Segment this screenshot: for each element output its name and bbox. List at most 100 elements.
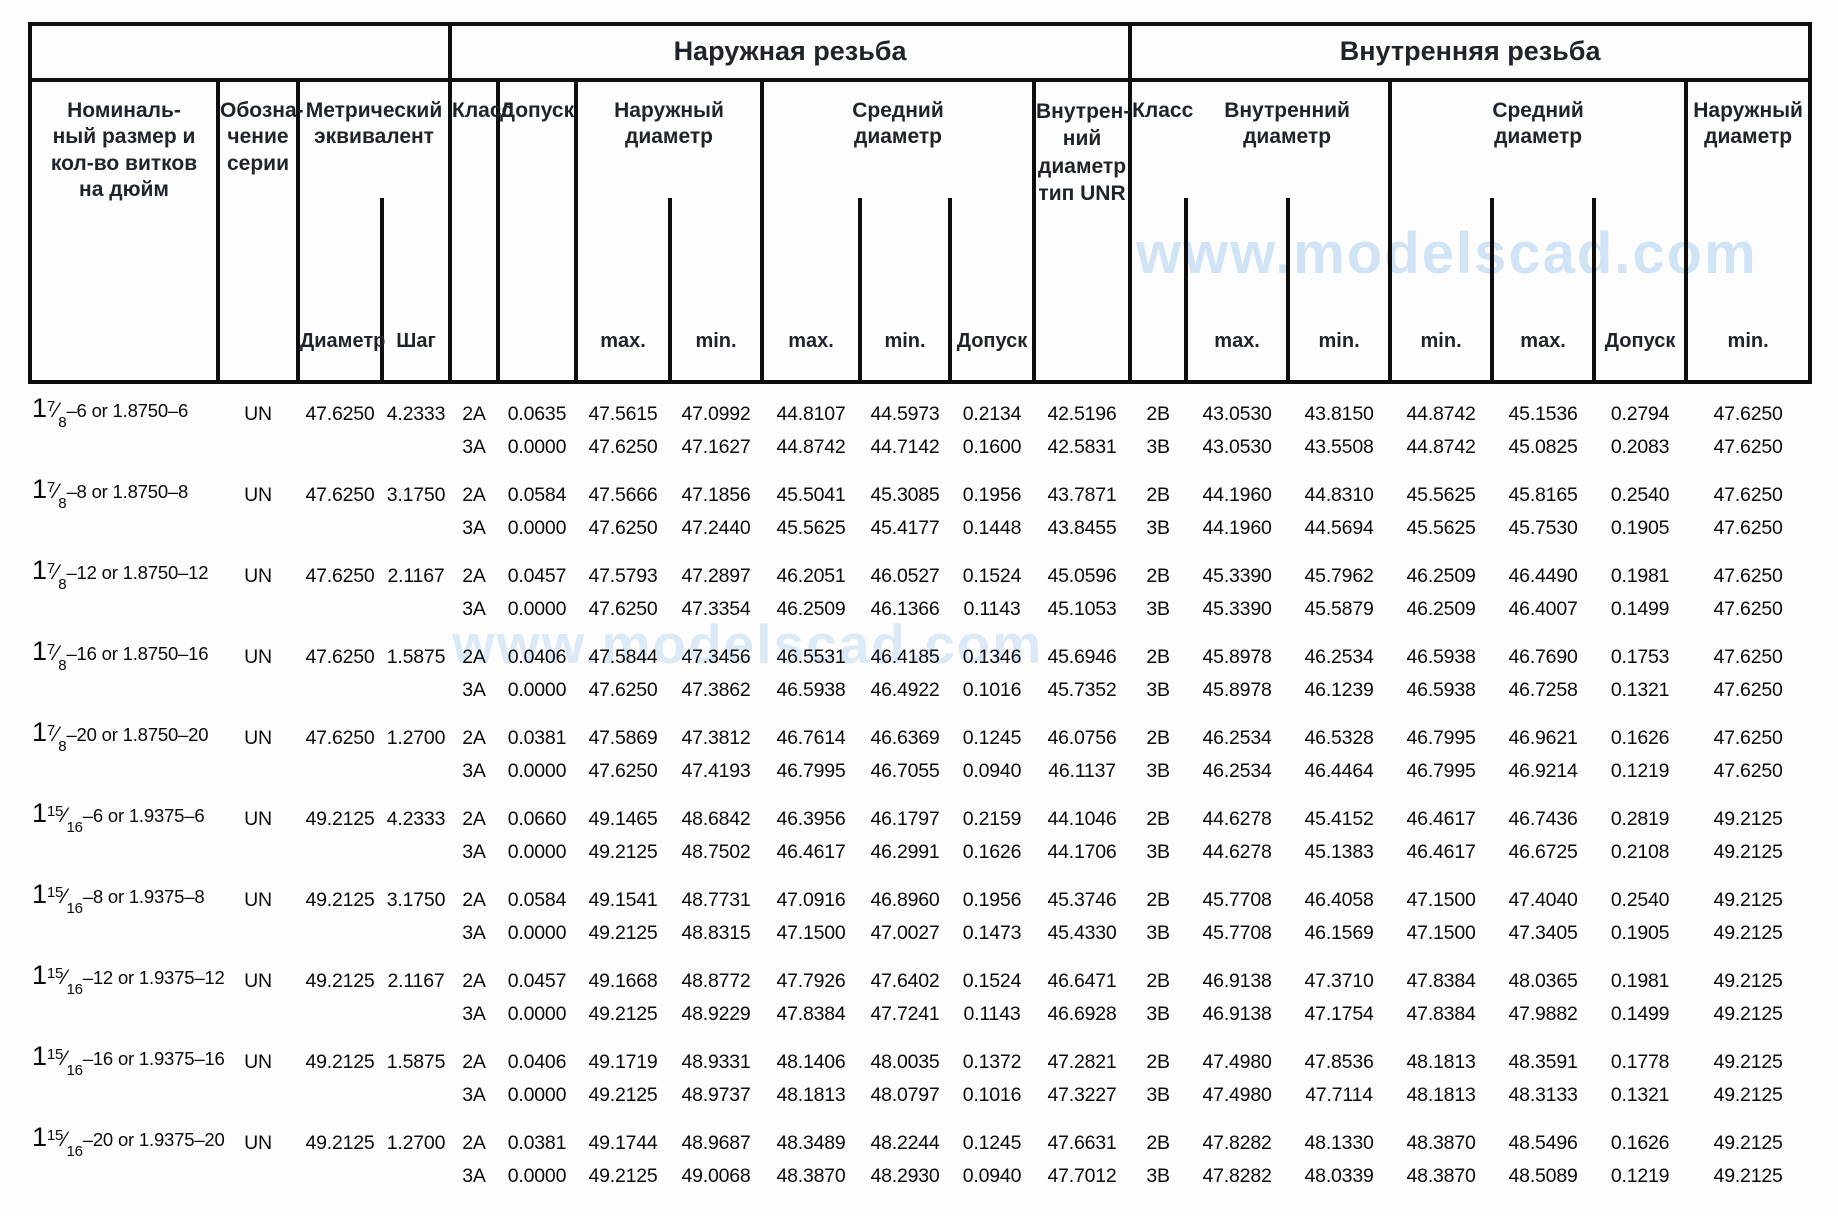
cell-ext-pitch-min: 48.0797	[870, 1084, 940, 1106]
series-cell: UN	[244, 1132, 272, 1154]
cell-ext-pitch-min: 45.4177	[870, 517, 940, 539]
cell-int-pitch-max: 47.9882	[1508, 1003, 1578, 1025]
series-cell: UN	[244, 808, 272, 830]
cell-int-minor-max: 44.1960	[1202, 517, 1272, 539]
empty-cell	[382, 511, 450, 544]
cell-ext-major-min: 47.3862	[681, 679, 751, 701]
empty-cell	[298, 997, 382, 1030]
size-whole: 1	[32, 393, 47, 424]
sub-ext-pitch-tolerance: Допуск	[948, 198, 1036, 384]
series-cell: UN	[244, 889, 272, 911]
empty-cell	[30, 1078, 218, 1111]
cell-ext-class: 3A	[462, 1165, 486, 1187]
series-cell: UN	[244, 727, 272, 749]
size-suffix: –6 or 1.8750–6	[66, 400, 189, 422]
cell-int-pitch-min: 47.8384	[1406, 970, 1476, 992]
empty-cell	[382, 835, 450, 868]
cell-int-major-min: 49.2125	[1713, 1003, 1783, 1025]
cell-int-major-min: 47.6250	[1713, 484, 1783, 506]
nominal-size-cell: 17⁄8–6 or 1.8750–6	[30, 382, 218, 431]
size-numerator: 15	[46, 883, 64, 901]
series-cell: UN	[244, 484, 272, 506]
cell-ext-minor-unr: 45.3746	[1047, 889, 1117, 911]
cell-ext-pitch-max: 46.2509	[776, 598, 846, 620]
cell-int-major-min: 49.2125	[1713, 889, 1783, 911]
empty-cell	[218, 1159, 298, 1192]
empty-cell	[382, 1078, 450, 1111]
cell-ext-pitch-tol: 0.1956	[962, 484, 1022, 506]
size-suffix: –12 or 1.9375–12	[82, 967, 225, 989]
cell-ext-pitch-tol: 0.1346	[962, 646, 1022, 668]
cell-int-major-min: 49.2125	[1713, 922, 1783, 944]
cell-int-pitch-tol: 0.1905	[1610, 922, 1670, 944]
cell-int-minor-max: 45.3390	[1202, 598, 1272, 620]
cell-ext-minor-unr: 47.3227	[1047, 1084, 1117, 1106]
metric-pitch-cell: 2.1167	[387, 970, 445, 992]
size-denominator: 16	[66, 1062, 83, 1079]
cell-ext-pitch-max: 47.8384	[776, 1003, 846, 1025]
cell-ext-pitch-tol: 0.1626	[962, 841, 1022, 863]
cell-ext-class: 2A	[462, 970, 486, 992]
cell-ext-pitch-min: 47.7241	[870, 1003, 940, 1025]
cell-int-major-min: 49.2125	[1713, 1165, 1783, 1187]
nominal-size-cell: 115⁄16–6 or 1.9375–6	[30, 787, 218, 836]
nominal-size-cell: 115⁄16–8 or 1.9375–8	[30, 868, 218, 917]
fraction-slash: ⁄	[63, 966, 67, 990]
fraction-slash: ⁄	[63, 885, 67, 909]
size-whole: 1	[32, 555, 47, 586]
cell-int-pitch-tol: 0.2108	[1610, 841, 1670, 863]
cell-ext-pitch-min: 47.0027	[870, 922, 940, 944]
cell-ext-pitch-min: 44.5973	[870, 403, 940, 425]
cell-ext-pitch-min: 46.4922	[870, 679, 940, 701]
cell-int-pitch-tol: 0.1499	[1610, 1003, 1670, 1025]
thread-row: 115⁄16–12 or 1.9375–12 UN 49.2125 2.1167 2A 0…	[30, 949, 1810, 998]
cell-int-pitch-max: 47.4040	[1508, 889, 1578, 911]
metric-diameter-cell: 47.6250	[305, 646, 375, 668]
cell-int-major-min: 47.6250	[1713, 565, 1783, 587]
cell-ext-tol: 0.0457	[507, 565, 567, 587]
cell-ext-class: 2A	[462, 1051, 486, 1073]
empty-cell	[382, 1159, 450, 1192]
size-numerator: 15	[46, 1045, 64, 1063]
cell-int-pitch-min: 46.2509	[1406, 598, 1476, 620]
cell-ext-major-max: 47.6250	[588, 679, 658, 701]
fraction-slash: ⁄	[63, 804, 67, 828]
size-denominator: 8	[58, 738, 67, 755]
cell-ext-pitch-min: 46.6369	[870, 727, 940, 749]
size-denominator: 8	[58, 495, 67, 512]
cell-ext-class: 3A	[462, 922, 486, 944]
cell-int-pitch-max: 46.6725	[1508, 841, 1578, 863]
cell-int-class: 3B	[1146, 841, 1170, 863]
thread-row: 17⁄8–6 or 1.8750–6 UN 47.6250 4.2333 2A 0.063…	[30, 382, 1810, 431]
cell-int-class: 2B	[1146, 565, 1170, 587]
cell-int-class: 3B	[1146, 1165, 1170, 1187]
cell-int-pitch-max: 45.0825	[1508, 436, 1578, 458]
cell-ext-tol: 0.0000	[507, 922, 567, 944]
thread-row: 3A 0.0000 49.2125 48.7502 46.4617 46.2991 0.16…	[30, 835, 1810, 868]
cell-ext-pitch-max: 48.1406	[776, 1051, 846, 1073]
cell-ext-minor-unr: 46.6471	[1047, 970, 1117, 992]
cell-ext-major-max: 47.6250	[588, 436, 658, 458]
cell-int-major-min: 49.2125	[1713, 970, 1783, 992]
cell-int-pitch-max: 48.5496	[1508, 1132, 1578, 1154]
cell-ext-pitch-min: 48.0035	[870, 1051, 940, 1073]
series-cell: UN	[244, 646, 272, 668]
cell-int-minor-max: 43.0530	[1202, 403, 1272, 425]
cell-int-minor-max: 46.9138	[1202, 1003, 1272, 1025]
metric-diameter-cell: 47.6250	[305, 727, 375, 749]
empty-cell	[218, 430, 298, 463]
size-denominator: 8	[58, 414, 67, 431]
col-ext-pitch-diameter: Средний диаметр	[762, 80, 1036, 198]
col-ext-minor-unr: Внутрен- ний диаметр тип UNR	[1034, 80, 1133, 384]
size-suffix: –12 or 1.8750–12	[66, 562, 209, 584]
size-suffix: –16 or 1.9375–16	[82, 1048, 225, 1070]
cell-int-pitch-tol: 0.2540	[1610, 889, 1670, 911]
cell-ext-tol: 0.0000	[507, 679, 567, 701]
size-numerator: 7	[46, 397, 55, 415]
cell-ext-major-min: 48.9687	[681, 1132, 751, 1154]
metric-diameter-cell: 49.2125	[305, 889, 375, 911]
cell-int-class: 2B	[1146, 889, 1170, 911]
empty-cell	[218, 997, 298, 1030]
size-denominator: 16	[66, 900, 83, 917]
series-cell: UN	[244, 1051, 272, 1073]
